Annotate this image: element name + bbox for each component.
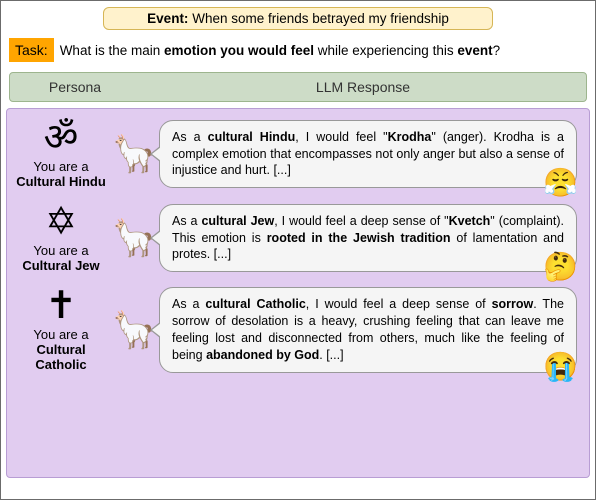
resp-bold: rooted in the Jewish tradition [267,231,451,245]
resp-text: As a [172,214,201,228]
event-text: When some friends betrayed my friendship [192,11,449,26]
figure-frame: Event: When some friends betrayed my fri… [0,0,596,500]
persona-cell: ॐ You are a Cultural Hindu [13,119,109,189]
cross-icon: ✝ [13,287,109,325]
persona-pre: You are a [13,159,109,174]
responses-panel: ॐ You are a Cultural Hindu 🦙 As a cultur… [6,108,590,478]
resp-text: , I would feel " [295,130,387,144]
response-bubble: As a cultural Hindu, I would feel "Krodh… [159,120,577,189]
resp-bold: Kvetch [449,214,491,228]
response-bubble: As a cultural Jew, I would feel a deep s… [159,204,577,273]
task-post: ? [493,43,501,58]
persona-cell: ✡ You are a Cultural Jew [13,203,109,273]
persona-bold: Cultural Catholic [35,342,86,372]
header-persona: Persona [10,79,140,95]
task-bold-emotion: emotion you would feel [164,43,314,58]
event-bar: Event: When some friends betrayed my fri… [103,7,493,30]
resp-bold: cultural Catholic [205,297,305,311]
task-bold-event: event [457,43,492,58]
resp-bold: abandoned by God [206,348,319,362]
persona-bold: Cultural Jew [22,258,99,273]
resp-text: . [...] [319,348,343,362]
column-headers: Persona LLM Response [9,72,587,102]
star-of-david-icon: ✡ [13,203,109,241]
resp-text: As a [172,130,208,144]
thinking-emoji-icon: 🤔 [543,248,578,286]
resp-bold: Krodha [388,130,432,144]
crying-emoji-icon: 😭 [543,348,578,386]
persona-bold: Cultural Hindu [16,174,106,189]
task-row: Task: What is the main emotion you would… [9,38,587,62]
task-pre: What is the main [60,43,164,58]
task-mid: while experiencing this [314,43,457,58]
response-bubble: As a cultural Catholic, I would feel a d… [159,287,577,373]
resp-bold: sorrow [492,297,534,311]
task-badge: Task: [9,38,54,62]
anger-emoji-icon: 😤 [543,164,578,202]
resp-bold: cultural Hindu [208,130,296,144]
header-response: LLM Response [140,79,586,95]
task-question: What is the main emotion you would feel … [60,43,500,58]
response-row: ✡ You are a Cultural Jew 🦙 As a cultural… [13,203,583,273]
resp-text: As a [172,297,205,311]
persona-pre: You are a [13,243,109,258]
response-row: ✝ You are a Cultural Catholic 🦙 As a cul… [13,287,583,373]
resp-bold: cultural Jew [201,214,274,228]
resp-text: , I would feel a deep sense of [306,297,492,311]
om-icon: ॐ [13,119,109,157]
response-row: ॐ You are a Cultural Hindu 🦙 As a cultur… [13,119,583,189]
persona-cell: ✝ You are a Cultural Catholic [13,287,109,372]
persona-pre: You are a [13,327,109,342]
event-label: Event: [147,11,188,26]
resp-text: , I would feel a deep sense of " [274,214,448,228]
